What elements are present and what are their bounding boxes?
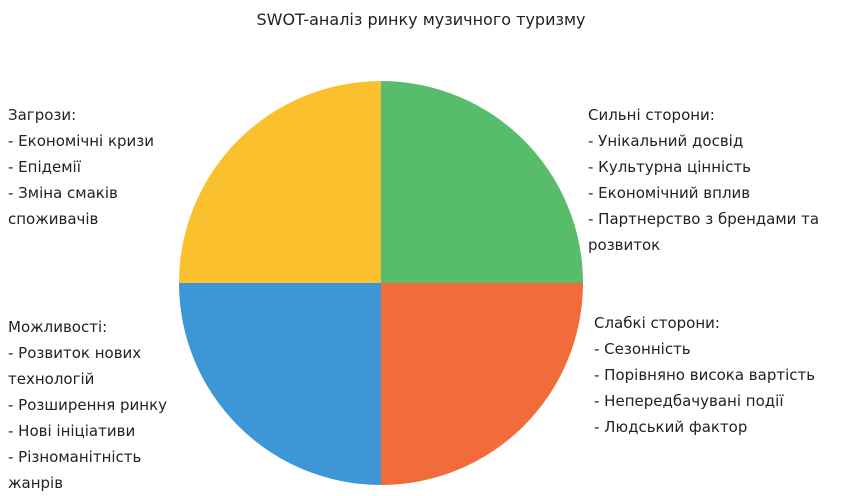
quadrant-item: - Сезонність <box>594 340 691 358</box>
opportunities-sector <box>179 283 381 485</box>
quadrant-title: Можливості: <box>8 318 108 336</box>
title: SWOT-аналіз ринку музичного туризму <box>256 10 586 29</box>
quadrant-item: - Епідемії <box>8 158 81 176</box>
quadrant-item: - Культурна цінність <box>588 158 752 176</box>
threats-text: Загрози: - Економічні кризи - Епідемії - Зм… <box>8 102 180 232</box>
quadrant-item: - Розширення ринку <box>8 396 168 414</box>
weaknesses-text: Слабкі сторони: - Сезонність - Порівняно в… <box>594 310 840 440</box>
quadrant-item: - Непередбачувані події <box>594 392 784 410</box>
quadrant-item: - Нові ініціативи <box>8 422 136 440</box>
quadrant-item: - Унікальний досвід <box>588 132 744 150</box>
weaknesses-sector <box>381 283 583 485</box>
strengths-sector <box>381 81 583 283</box>
quadrant-item: - Економічний вплив <box>588 184 751 202</box>
threats-sector <box>179 81 381 283</box>
quadrant-item: - Розвиток нових технологій <box>8 344 142 388</box>
strengths-text: Сильні сторони: - Унікальний досвід - Куль… <box>588 102 840 258</box>
quadrant-title: Сильні сторони: <box>588 106 715 124</box>
quadrant-item: - Економічні кризи <box>8 132 155 150</box>
quadrant-title: Слабкі сторони: <box>594 314 720 332</box>
quadrant-title: Загрози: <box>8 106 77 124</box>
quadrant-item: - Різноманітність жанрів <box>8 448 142 492</box>
quadrant-item: - Зміна смаків споживачів <box>8 184 118 228</box>
quadrant-item: - Партнерство з брендами та розвиток <box>588 210 820 254</box>
quadrant-item: - Людський фактор <box>594 418 748 436</box>
quadrant-item: - Порівняно висока вартість <box>594 366 816 384</box>
opportunities-text: Можливості: - Розвиток нових технологій - … <box>8 314 180 496</box>
